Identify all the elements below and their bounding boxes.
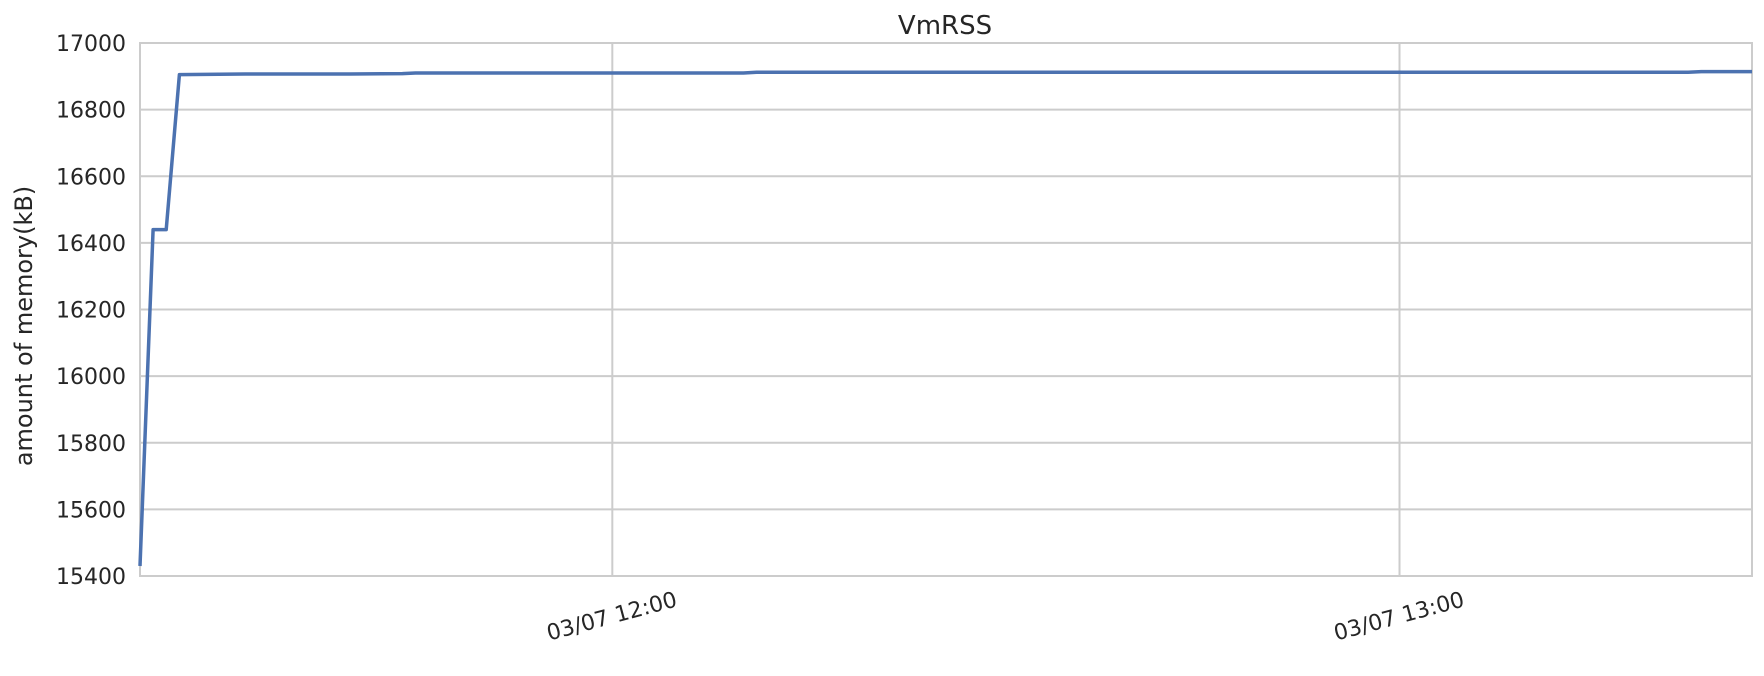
x-axis-tick-labels: 03/07 12:00 03/07 13:00: [544, 588, 1467, 647]
y-axis-label: amount of memory(kB): [10, 186, 38, 466]
grid-lines: [140, 42, 1752, 577]
plot-area-frame: [139, 42, 1753, 577]
y-tick-label: 15400: [56, 565, 126, 590]
y-tick-label: 17000: [56, 32, 126, 57]
series-layer: [138, 69, 1752, 567]
x-tick-label: 03/07 12:00: [544, 588, 680, 647]
y-tick-label: 16000: [56, 365, 126, 390]
y-tick-label: 15800: [56, 432, 126, 457]
y-tick-label: 16600: [56, 165, 126, 190]
y-tick-label: 15600: [56, 498, 126, 523]
y-tick-label: 16400: [56, 232, 126, 257]
chart-title: VmRSS: [898, 11, 992, 41]
series-line-vmrss: [138, 69, 1752, 567]
x-tick-label: 03/07 13:00: [1331, 588, 1467, 647]
y-axis-tick-labels: 15400 15600 15800 16000 16200 16400 16600 16800…: [56, 32, 126, 590]
y-tick-label: 16200: [56, 299, 126, 324]
y-tick-label: 16800: [56, 99, 126, 124]
